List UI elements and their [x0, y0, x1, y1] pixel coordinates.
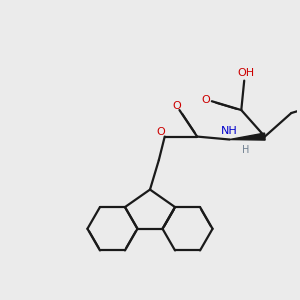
Text: O: O — [156, 127, 165, 137]
Text: O: O — [172, 101, 181, 111]
Text: OH: OH — [237, 68, 254, 78]
Text: NH: NH — [221, 126, 238, 136]
Text: O: O — [202, 95, 210, 105]
Polygon shape — [230, 133, 265, 140]
Text: H: H — [242, 145, 249, 155]
